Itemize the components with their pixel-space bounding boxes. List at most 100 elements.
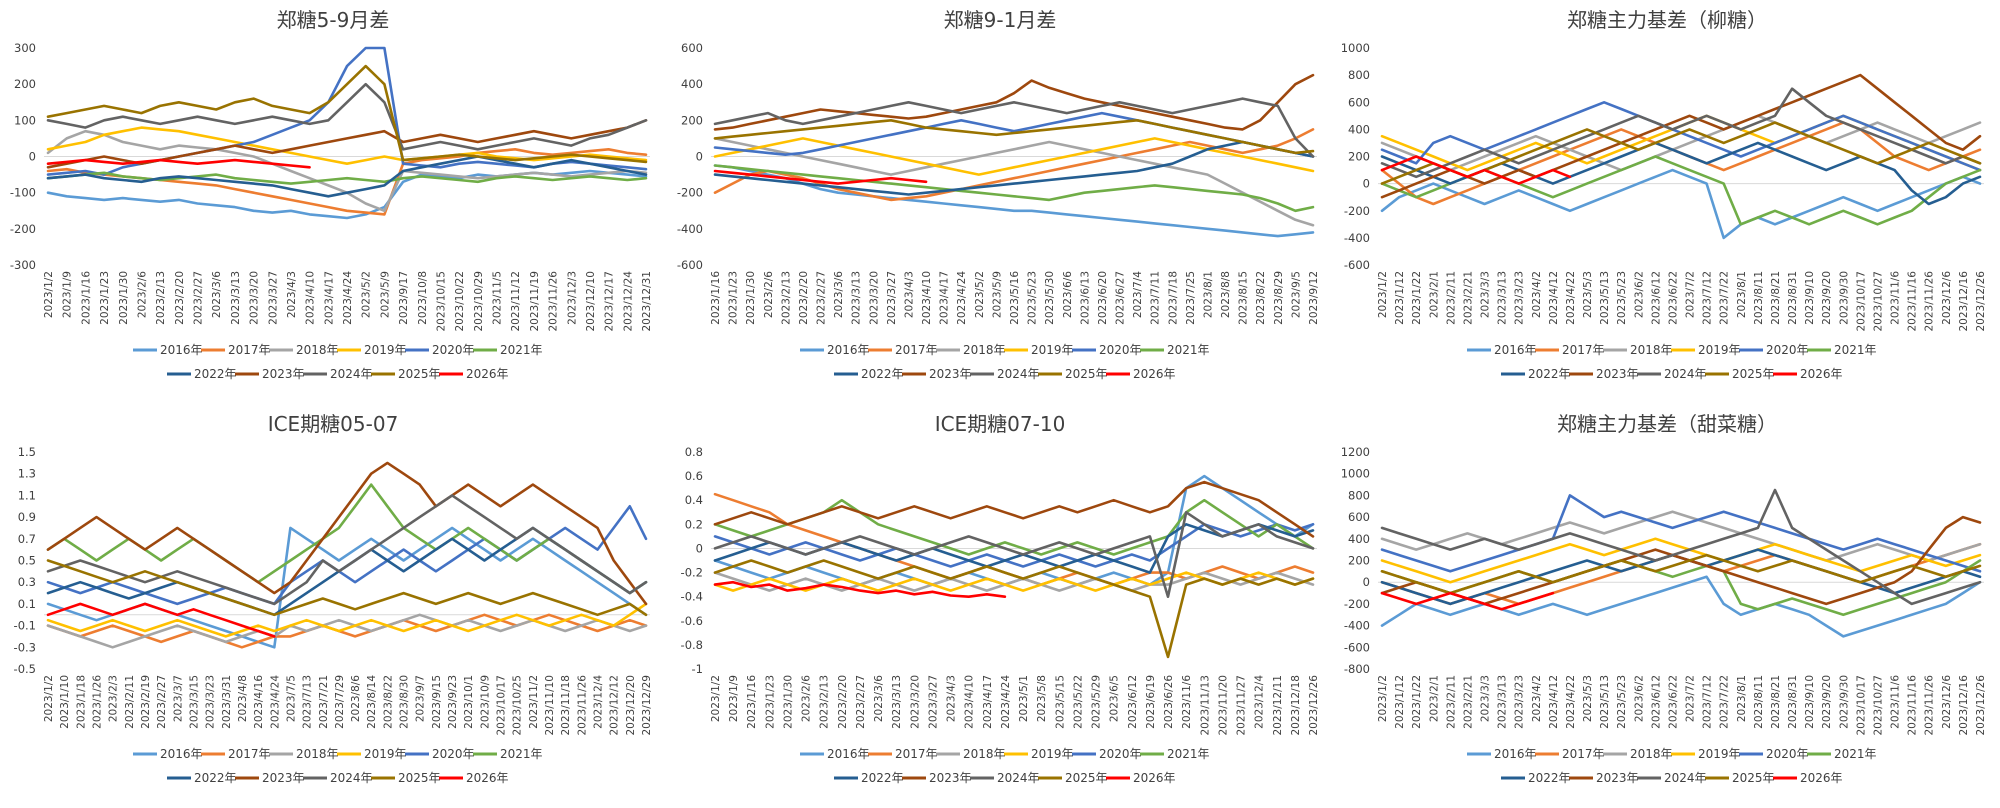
y-tick-label: 1.1 xyxy=(18,488,36,502)
x-tick-label: 2023/2/11 xyxy=(1445,271,1457,325)
x-tick-label: 2023/10/25 xyxy=(512,675,524,736)
legend-label: 2025年 xyxy=(398,771,441,785)
x-tick-label: 2023/9/17 xyxy=(398,271,410,325)
legend-item: 2023年 xyxy=(235,367,305,381)
x-tick-label: 2023/6/20 xyxy=(1097,271,1109,325)
x-tick-label: 2023/12/24 xyxy=(622,271,634,332)
legend-item: 2026年 xyxy=(1106,367,1176,381)
legend-label: 2017年 xyxy=(228,343,271,357)
x-tick-label: 2023/3/3 xyxy=(1480,271,1492,318)
series-line-2017 xyxy=(713,492,1315,586)
x-tick-label: 2023/9/30 xyxy=(1838,271,1850,325)
series-line-2026 xyxy=(713,169,928,185)
x-tick-label: 2023/12/12 xyxy=(609,675,621,736)
legend-label: 2017年 xyxy=(895,747,938,761)
legend-label: 2022年 xyxy=(861,367,904,381)
x-tick-label: 2023/2/20 xyxy=(174,271,186,325)
y-tick-label: -400 xyxy=(1344,231,1370,245)
series-line-2020 xyxy=(713,523,1315,568)
x-tick-label: 2023/4/22 xyxy=(1565,271,1577,325)
chart-panel-beet-sugar-basis: 郑糖主力基差（甜菜糖） -800 -600 -400 -200 0 200 400 600 800… xyxy=(1334,404,2000,808)
x-tick-label: 2023/4/3 xyxy=(903,271,915,318)
x-tick-label: 2023/8/6 xyxy=(350,675,362,722)
x-tick-label: 2023/1/2 xyxy=(710,675,722,722)
x-tick-label: 2023/11/26 xyxy=(1924,675,1936,736)
series-line-2018 xyxy=(713,137,1315,227)
chart-svg: 郑糖主力基差（柳糖） -600 -400 -200 0 200 400 600 800 1000 2… xyxy=(1341,8,1987,381)
x-tick-label: 2023/5/29 xyxy=(1091,675,1103,729)
legend-item: 2021年 xyxy=(1807,747,1877,761)
legend-item: 2020年 xyxy=(405,343,475,357)
x-tick-label: 2023/9/10 xyxy=(1804,675,1816,729)
series-line-2023 xyxy=(713,480,1315,538)
x-tick-label: 2023/10/17 xyxy=(1855,675,1867,736)
legend-item: 2019年 xyxy=(1004,343,1074,357)
series-line-2024 xyxy=(46,494,648,606)
x-tick-label: 2023/2/11 xyxy=(124,675,136,729)
legend-label: 2021年 xyxy=(1834,343,1877,357)
series-line-2017 xyxy=(46,613,648,649)
x-tick-label: 2023/4/3 xyxy=(286,271,298,318)
legend-label: 2021年 xyxy=(1834,747,1877,761)
x-tick-label: 2023/9/12 xyxy=(1308,271,1320,325)
y-tick-label: 0.2 xyxy=(685,517,703,531)
chart-svg: 郑糖9-1月差 -600 -400 -200 0 200 400 600 2023/1/16 20… xyxy=(677,8,1320,381)
x-tick-label: 2023/3/13 xyxy=(230,271,242,325)
x-tick-label: 2023/3/23 xyxy=(205,675,217,729)
legend-label: 2016年 xyxy=(1494,343,1537,357)
x-tick-label: 2023/12/26 xyxy=(1975,271,1987,332)
legend-item: 2020年 xyxy=(1072,747,1142,761)
y-tick-label: -200 xyxy=(1344,204,1370,218)
series-line-2019 xyxy=(46,126,648,165)
series-line-2025 xyxy=(1380,553,1982,595)
x-tick-label: 2023/12/17 xyxy=(604,271,616,332)
legend-item: 2021年 xyxy=(473,747,543,761)
legend-label: 2016年 xyxy=(827,343,870,357)
legend-label: 2025年 xyxy=(1732,771,1775,785)
x-tick-label: 2023/5/13 xyxy=(1599,675,1611,729)
series-line-2021 xyxy=(713,498,1315,556)
series-line-2024 xyxy=(713,97,1315,158)
x-tick-label: 2023/5/23 xyxy=(1616,271,1628,325)
x-tick-label: 2023/1/2 xyxy=(1377,675,1389,722)
x-tick-label: 2023/2/21 xyxy=(1462,675,1474,729)
x-tick-label: 2023/12/31 xyxy=(641,271,653,332)
x-tick-label: 2023/7/21 xyxy=(318,675,330,729)
y-tick-label: 800 xyxy=(1348,488,1370,502)
legend-item: 2019年 xyxy=(337,747,407,761)
x-tick-label: 2023/10/17 xyxy=(1855,271,1867,332)
x-tick-label: 2023/2/3 xyxy=(108,675,120,722)
x-tick-label: 2023/5/3 xyxy=(1582,675,1594,722)
x-tick-label: 2023/10/8 xyxy=(417,271,429,325)
x-tick-label: 2023/1/30 xyxy=(782,675,794,729)
legend-label: 2023年 xyxy=(262,771,305,785)
x-tick-label: 2023/10/17 xyxy=(496,675,508,736)
x-tick-label: 2023/9/7 xyxy=(415,675,427,722)
x-tick-label: 2023/4/17 xyxy=(939,271,951,325)
legend-item: 2019年 xyxy=(1671,747,1741,761)
y-tick-label: -800 xyxy=(1344,662,1370,676)
legend-label: 2019年 xyxy=(1698,747,1741,761)
legend-item: 2020年 xyxy=(1072,343,1142,357)
x-tick-label: 2023/3/31 xyxy=(221,675,233,729)
x-tick-label: 2023/11/27 xyxy=(1236,675,1248,736)
x-tick-label: 2023/10/27 xyxy=(1872,271,1884,332)
x-tick-label: 2023/6/12 xyxy=(1650,271,1662,325)
series-line-2016 xyxy=(1380,575,1982,638)
y-tick-label: -1 xyxy=(692,662,703,676)
x-tick-label: 2023/3/6 xyxy=(833,271,845,318)
legend-item: 2026年 xyxy=(1106,771,1176,785)
x-tick-label: 2023/1/2 xyxy=(1377,271,1389,318)
x-tick-label: 2023/1/22 xyxy=(1411,675,1423,729)
chart-title: 郑糖5-9月差 xyxy=(277,8,390,32)
x-tick-label: 2023/1/10 xyxy=(59,675,71,729)
legend-item: 2022年 xyxy=(167,367,237,381)
x-tick-label: 2023/11/16 xyxy=(1907,271,1919,332)
legend-item: 2018年 xyxy=(1603,747,1673,761)
y-tick-label: -0.1 xyxy=(14,619,36,633)
x-tick-label: 2023/5/15 xyxy=(1054,675,1066,729)
x-tick-label: 2023/10/22 xyxy=(454,271,466,332)
legend-item: 2019年 xyxy=(1671,343,1741,357)
legend-item: 2018年 xyxy=(936,343,1006,357)
x-tick-label: 2023/4/2 xyxy=(1531,675,1543,722)
